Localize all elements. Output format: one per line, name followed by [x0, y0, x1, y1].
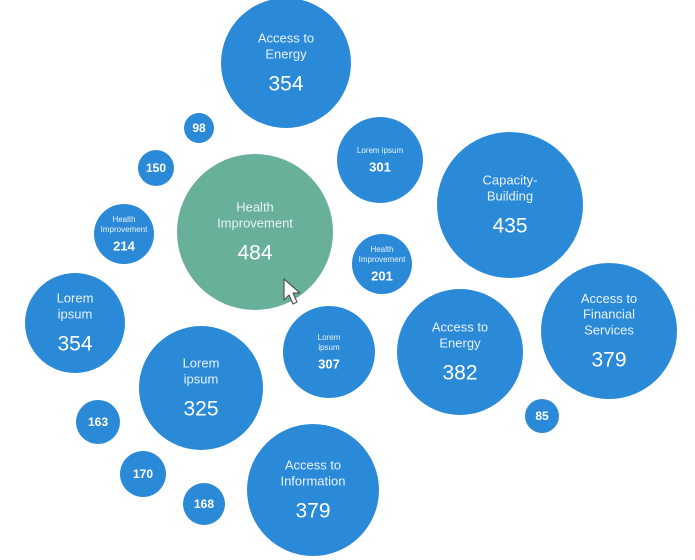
bubble-value: 354	[57, 333, 92, 356]
bubble-label: Financial	[583, 307, 635, 322]
bubble-label: Services	[584, 322, 634, 337]
bubble-value: 435	[492, 215, 527, 238]
bubble-label: Lorem	[183, 356, 220, 371]
bubble-value: 379	[295, 500, 330, 523]
bubble-value: 484	[237, 242, 272, 265]
bubble-value: 170	[133, 467, 153, 481]
bubble-circle[interactable]	[138, 150, 174, 186]
bubble-label: Information	[280, 474, 345, 489]
bubble-circle[interactable]	[337, 117, 423, 203]
bubble-value: 150	[146, 161, 166, 175]
bubble-label: ipsum	[184, 372, 219, 387]
bubble-label: Access to	[285, 458, 341, 473]
bubble-circle[interactable]	[437, 132, 583, 278]
bubble-circle[interactable]	[283, 306, 375, 398]
bubble-circle[interactable]	[177, 154, 333, 310]
bubble-label: Capacity-	[483, 173, 538, 188]
bubble-label: Building	[487, 189, 533, 204]
bubble-label: Health	[236, 200, 274, 215]
bubble-label: Energy	[265, 47, 307, 62]
bubble-circle[interactable]	[541, 263, 677, 399]
bubble-label: Lorem ipsum	[357, 146, 404, 155]
bubble[interactable]: 170	[120, 451, 166, 497]
bubble-value: 354	[268, 73, 303, 96]
bubble-label: ipsum	[318, 343, 340, 352]
bubble-circle[interactable]	[397, 289, 523, 415]
bubble-circle[interactable]	[183, 483, 225, 525]
bubble-value: 168	[194, 497, 214, 511]
bubble-value: 98	[192, 121, 206, 135]
bubble-circle[interactable]	[76, 400, 120, 444]
bubble[interactable]: 85	[525, 399, 559, 433]
bubble-label: Health	[112, 215, 135, 224]
bubble-value: 379	[591, 349, 626, 372]
bubble-label: Improvement	[101, 225, 148, 234]
bubble[interactable]: 168	[183, 483, 225, 525]
bubble-circle[interactable]	[94, 204, 154, 264]
bubble-value: 163	[88, 415, 108, 429]
bubble-label: Energy	[439, 336, 481, 351]
bubble-value: 214	[113, 238, 135, 253]
bubble[interactable]: 163	[76, 400, 120, 444]
bubble-circle[interactable]	[25, 273, 125, 373]
bubble-label: Access to	[432, 320, 488, 335]
bubble-label: Lorem	[57, 291, 94, 306]
bubble-label: ipsum	[58, 307, 93, 322]
mouse-cursor-icon	[283, 278, 301, 305]
bubble-circle[interactable]	[120, 451, 166, 497]
bubble-circle[interactable]	[352, 234, 412, 294]
bubble-circle[interactable]	[525, 399, 559, 433]
bubble[interactable]: 98	[184, 113, 214, 143]
bubble-label: Access to	[258, 31, 314, 46]
bubble-circle[interactable]	[221, 0, 351, 128]
bubble-label: Lorem	[318, 333, 341, 342]
bubble-value: 382	[442, 362, 477, 385]
bubble-value: 307	[318, 356, 340, 371]
bubble-label: Improvement	[359, 255, 406, 264]
bubble-value: 325	[183, 398, 218, 421]
bubble-circle[interactable]	[184, 113, 214, 143]
bubble-label: Access to	[581, 291, 637, 306]
bubble-circle[interactable]	[139, 326, 263, 450]
bubble-value: 85	[535, 409, 549, 423]
bubble-label: Health	[370, 245, 393, 254]
bubble-value: 301	[369, 160, 391, 175]
bubble[interactable]: Capacity-Building 435	[437, 132, 583, 278]
bubble-label: Improvement	[217, 216, 293, 231]
bubble[interactable]: Lorem ipsum 301	[337, 117, 423, 203]
bubble[interactable]: 150	[138, 150, 174, 186]
bubble-circle[interactable]	[247, 424, 379, 556]
bubble-value: 201	[371, 268, 393, 283]
